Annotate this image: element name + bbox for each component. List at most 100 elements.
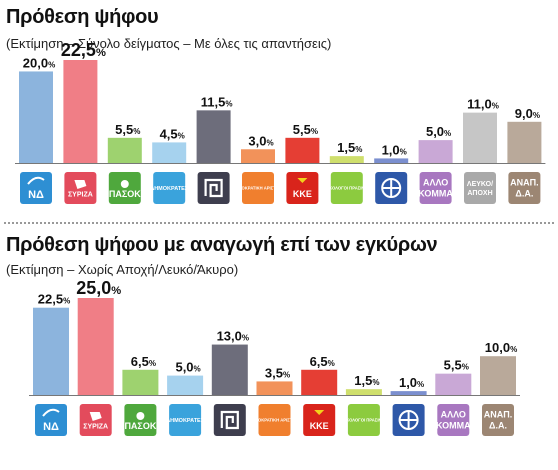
logo-tile (508, 172, 541, 204)
laos-icon (392, 404, 425, 436)
bar-group: 22,5% (61, 40, 106, 163)
bar (211, 344, 248, 395)
data-label-value: 5,5 (444, 358, 462, 373)
data-label-percent: % (63, 297, 70, 306)
undecided-icon: ΑΝΑΠ.Δ.Α. (508, 172, 541, 204)
data-label-percent: % (417, 380, 424, 389)
bar-chart-1: 20,0% ΝΔ 22,5% ΣΥΡΙΖΑ 5,5% ΠΑΣΟΚ 4,5% ΔΗΜΟΚΡΑΤΕ… (15, 40, 546, 204)
logo-label: ΣΥΡΙΖΑ (83, 423, 108, 430)
logo-label: ΔΗΜΟΚΡΑΤΙΚΗ ΑΡΙΣΤΕΡΑ (232, 185, 284, 190)
bar-group: 11,0% (463, 97, 499, 163)
logo-label: Δ.Α. (515, 189, 533, 199)
data-label-value: 22,5 (61, 40, 96, 60)
data-label-value: 3,0 (248, 133, 266, 148)
data-label-percent: % (510, 345, 517, 354)
dimar-icon: ΔΗΜΟΚΡΑΤΙΚΗ ΑΡΙΣΤΕΡΑ (232, 172, 284, 204)
logo-tile (197, 172, 230, 204)
hammer-glyph (297, 178, 308, 183)
flag-glyph (74, 180, 87, 189)
data-label-percent: % (328, 359, 335, 368)
data-label: 3,0% (248, 133, 273, 148)
bar (390, 391, 427, 395)
logo-label: ΛΕΥΚΟ/ (467, 181, 493, 188)
logo-label: ΝΔ (28, 189, 44, 201)
laos-cross (399, 411, 418, 429)
data-label: 9,0% (515, 106, 540, 121)
data-label: 10,0% (485, 340, 517, 355)
logo-label: ΟΙΚΟΛΟΓΟΙ ΠΡΑΣΙΝΟΙ (325, 185, 369, 190)
bar (374, 158, 409, 163)
data-label-value: 1,0 (382, 142, 400, 157)
bar-group: 6,5% (122, 354, 159, 395)
data-label-percent: % (492, 102, 499, 111)
bar (345, 389, 382, 395)
logo-label: ΚΚΕ (293, 189, 312, 199)
bar-group: 5,5% (435, 358, 472, 395)
data-label-value: 9,0 (515, 106, 533, 121)
logo-label: ΔΗΜΟΚΡΑΤΙΚΗ ΑΡΙΣΤΕΡΑ (248, 417, 300, 422)
dimokrates-icon: ΔΗΜΟΚΡΑΤΕΣ (150, 172, 189, 204)
bar-group: 5,5% (285, 122, 320, 163)
data-label-value: 6,5 (310, 354, 328, 369)
kke-icon: ΚΚΕ (286, 172, 319, 204)
bar (19, 71, 53, 163)
chart-title-1: Πρόθεση ψήφου (6, 6, 159, 28)
logo-tile (437, 404, 470, 436)
bar (77, 298, 114, 395)
logo-label: ΑΠΟΧΗ (467, 190, 492, 197)
kke-icon: ΚΚΕ (303, 404, 336, 436)
data-label-percent: % (355, 145, 362, 154)
data-label: 22,5% (61, 40, 106, 60)
bar (256, 381, 293, 395)
torch-glyph (27, 176, 45, 185)
data-label-percent: % (533, 111, 540, 120)
data-label-value: 5,5 (293, 122, 311, 137)
data-label-percent: % (178, 131, 185, 140)
data-label-value: 13,0 (217, 329, 242, 344)
hammer-glyph (314, 410, 325, 415)
logo-label: ΠΑΣΟΚ (109, 189, 141, 199)
logo-label: ΝΔ (43, 421, 59, 433)
data-label-percent: % (133, 127, 140, 136)
data-label-value: 25,0 (76, 278, 111, 298)
logo-tile (464, 172, 496, 204)
bar-group: 1,0% (390, 375, 427, 395)
bar-group: 10,0% (480, 340, 517, 395)
data-label: 22,5% (38, 292, 70, 307)
nd-icon: ΝΔ (35, 404, 67, 436)
dimokrates-icon: ΔΗΜΟΚΡΑΤΕΣ (166, 404, 205, 436)
data-label: 6,5% (310, 354, 335, 369)
bar-group: 22,5% (33, 292, 70, 395)
green-icon: ΟΙΚΟΛΟΓΟΙ ΠΡΑΣΙΝΟΙ (325, 172, 369, 204)
logo-label: Δ.Α. (489, 421, 507, 431)
data-label-percent: % (96, 47, 106, 59)
data-label-value: 10,0 (485, 340, 510, 355)
meander-icon (197, 172, 230, 204)
data-label-value: 1,5 (337, 140, 355, 155)
data-label-percent: % (444, 129, 451, 138)
bar-group: 25,0% (76, 278, 121, 395)
sun-glyph (136, 412, 145, 420)
pasok-sun-icon: ΠΑΣΟΚ (124, 404, 157, 436)
meander-glyph (204, 178, 223, 198)
chart-subtitle-2: (Εκτίμηση – Χωρίς Αποχή/Λευκό/Άκυρο) (6, 262, 239, 277)
laos-cross (382, 179, 401, 197)
bar-group: 6,5% (301, 354, 338, 395)
data-label-percent: % (242, 334, 249, 343)
bar (301, 369, 338, 395)
logo-tile (169, 404, 202, 436)
laos-icon (375, 172, 408, 204)
logo-label: ΔΗΜΟΚΡΑΤΕΣ (166, 418, 205, 424)
undecided-icon: ΑΝΑΠ.Δ.Α. (482, 404, 514, 436)
logo-tile (213, 404, 246, 436)
flag-glyph (89, 412, 102, 421)
bar-group: 3,5% (256, 365, 293, 395)
syriza-icon: ΣΥΡΙΖΑ (64, 172, 97, 204)
logo-tile (153, 172, 186, 204)
sun-glyph (120, 180, 129, 188)
data-label-percent: % (225, 99, 232, 108)
data-label: 11,0% (467, 97, 499, 112)
logo-label: ΚΟΜΜΑ (418, 189, 453, 199)
